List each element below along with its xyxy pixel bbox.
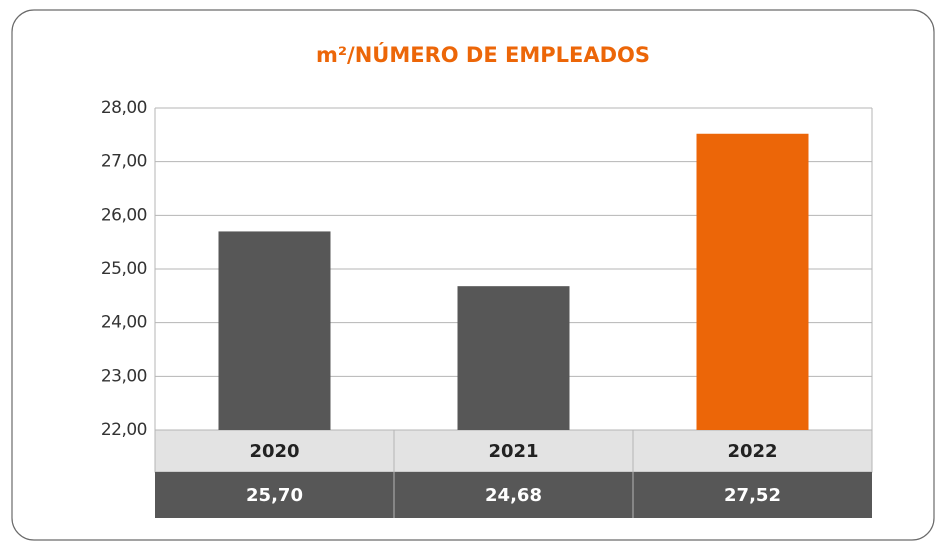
y-tick-label: 22,00	[101, 420, 147, 440]
x-tick-label: 2021	[488, 441, 538, 462]
table-value-row	[155, 472, 872, 518]
x-tick-label: 2022	[727, 441, 777, 462]
y-tick-label: 28,00	[101, 98, 147, 118]
y-tick-label: 25,00	[101, 259, 147, 279]
y-tick-label: 26,00	[101, 205, 147, 225]
value-label: 27,52	[724, 485, 781, 506]
table-header-row	[154, 429, 873, 473]
value-label: 25,70	[246, 485, 303, 506]
y-tick-label: 24,00	[101, 313, 147, 333]
bar	[218, 231, 331, 430]
x-tick-label: 2020	[249, 441, 299, 462]
chart-title: m²/NÚMERO DE EMPLEADOS	[316, 42, 650, 67]
y-tick-label: 23,00	[101, 366, 147, 386]
bar	[696, 133, 809, 430]
value-label: 24,68	[485, 485, 542, 506]
y-tick-label: 27,00	[101, 152, 147, 172]
bar	[457, 286, 570, 430]
